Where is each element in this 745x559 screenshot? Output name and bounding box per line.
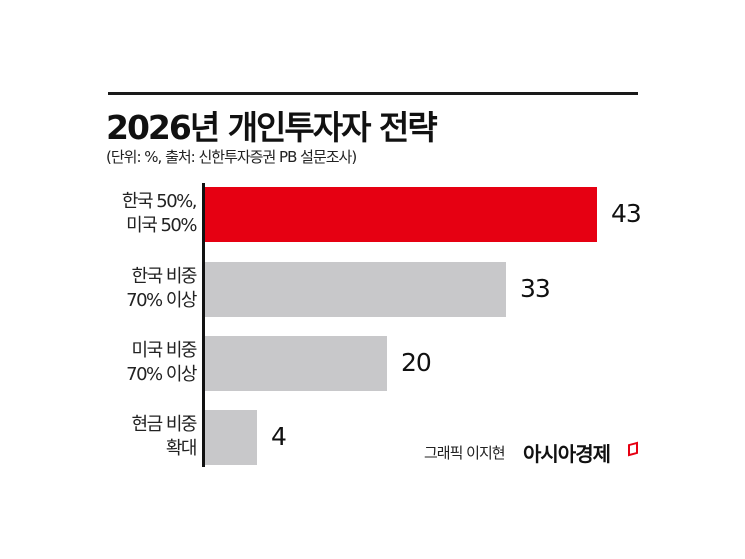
bar-2: [205, 262, 506, 317]
category-label-line2: 70% 이상: [126, 364, 197, 385]
category-label: 한국 비중 70% 이상: [86, 265, 198, 313]
brand-logo: 아시아경제: [523, 442, 611, 466]
category-label-line2: 확대: [165, 438, 198, 459]
category-label-line2: 미국 50%: [126, 215, 197, 236]
chart-subtitle: (단위: %, 출처: 신한투자증권 PB 설문조사): [106, 148, 357, 166]
category-label-line1: 한국 50%,: [121, 191, 198, 212]
value-label: 43: [611, 199, 642, 228]
chart-title: 2026년 개인투자자 전략: [106, 108, 438, 147]
category-label-line1: 미국 비중: [131, 340, 198, 361]
category-label-line1: 현금 비중: [131, 414, 198, 435]
bar-1: [205, 187, 597, 242]
category-label-line1: 한국 비중: [131, 266, 198, 287]
graphic-credit: 그래픽 이지현: [424, 444, 506, 462]
value-label: 20: [401, 348, 432, 377]
category-label: 한국 50%, 미국 50%: [86, 190, 198, 238]
brand-mark-icon: [628, 441, 638, 457]
title-rule: [108, 92, 638, 95]
bar-3: [205, 336, 387, 391]
value-label: 4: [271, 422, 287, 451]
y-axis-line: [202, 183, 205, 467]
value-label: 33: [520, 274, 551, 303]
bar-4: [205, 410, 257, 465]
category-label-line2: 70% 이상: [126, 290, 197, 311]
category-label: 미국 비중 70% 이상: [86, 339, 198, 387]
